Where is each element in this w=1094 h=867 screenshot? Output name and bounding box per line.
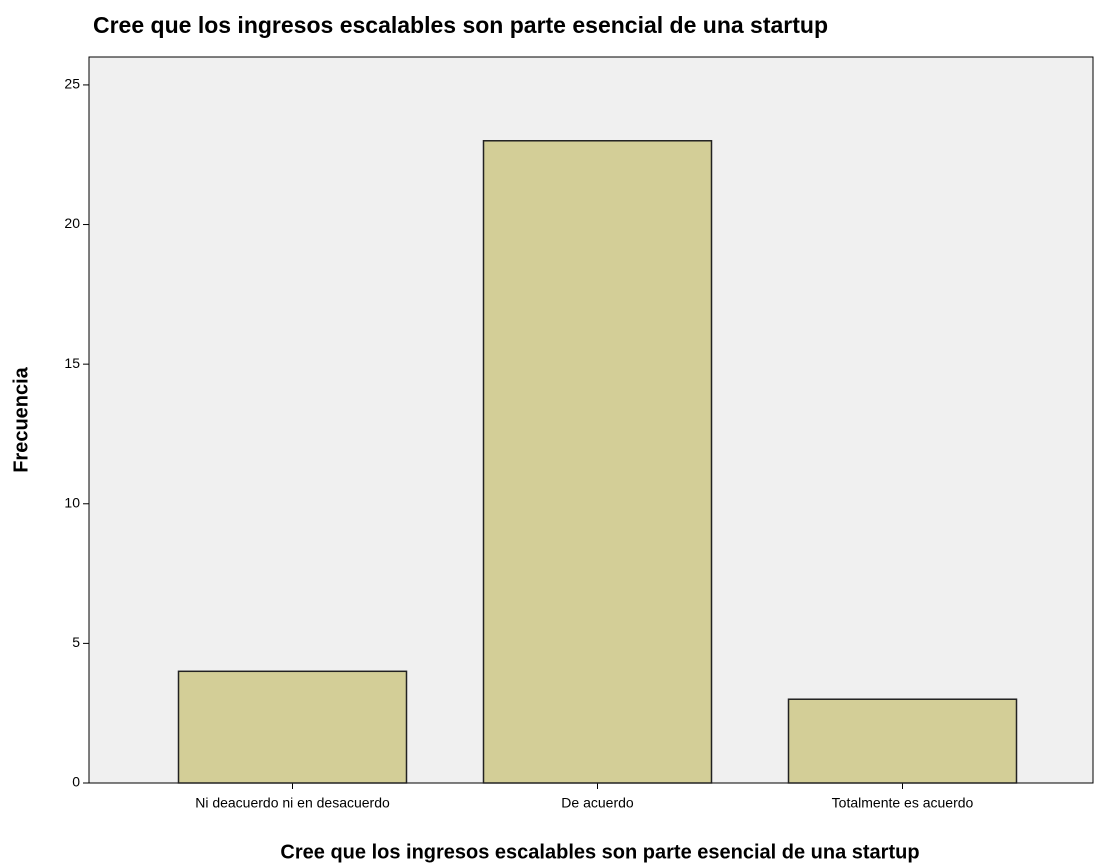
y-tick-label: 5 — [72, 634, 80, 650]
y-tick-label: 20 — [64, 215, 80, 231]
x-tick-label: Totalmente es acuerdo — [832, 795, 974, 811]
chart-title: Cree que los ingresos escalables son par… — [93, 12, 828, 38]
x-tick-label: Ni deacuerdo ni en desacuerdo — [195, 795, 390, 811]
bar — [177, 670, 408, 784]
x-tick-label: De acuerdo — [561, 795, 634, 811]
y-tick-label: 10 — [64, 494, 80, 510]
y-axis-title: Frecuencia — [10, 366, 32, 472]
y-tick-label: 25 — [64, 76, 80, 92]
y-tick-label: 15 — [64, 355, 80, 371]
x-axis-title: Cree que los ingresos escalables son par… — [280, 841, 919, 863]
bar — [482, 140, 713, 784]
bar — [787, 698, 1018, 784]
y-tick-label: 0 — [72, 774, 80, 790]
